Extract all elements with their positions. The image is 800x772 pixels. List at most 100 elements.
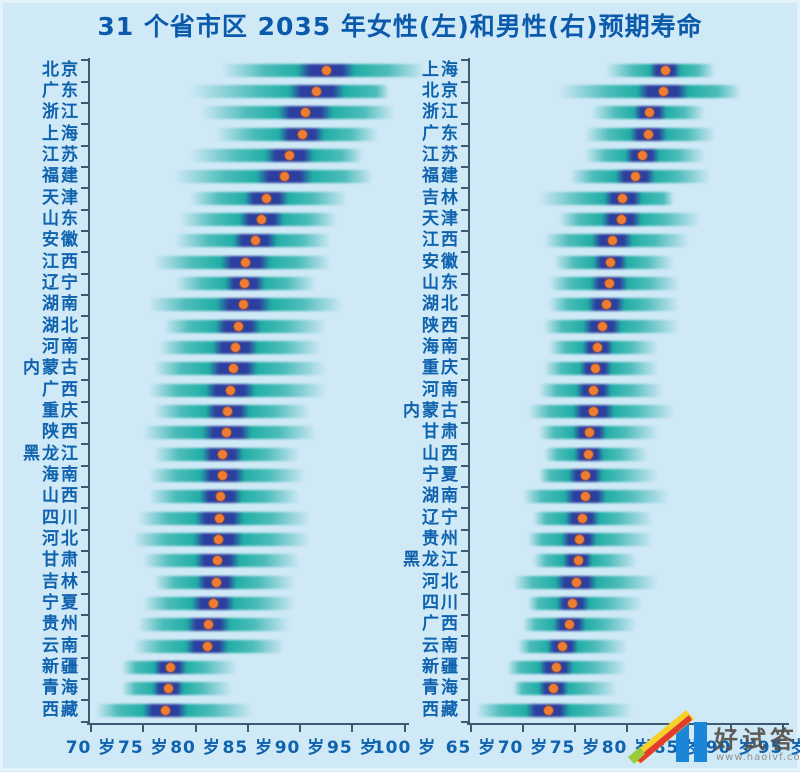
density-bar — [528, 596, 643, 610]
x-tick-label: 95 岁 — [757, 738, 800, 758]
density-bar — [190, 84, 389, 98]
density-bar — [549, 298, 679, 312]
y-tick — [461, 614, 468, 616]
density-bar — [512, 575, 659, 589]
province-label: 海南 — [42, 464, 80, 485]
y-tick — [81, 571, 88, 574]
median-dot — [203, 620, 213, 630]
watermark-feather-icon — [628, 710, 694, 764]
province-label: 江西 — [422, 230, 460, 251]
province-label: 北京 — [422, 80, 460, 101]
y-tick — [461, 592, 468, 595]
density-bar — [216, 127, 379, 141]
y-tick — [461, 550, 468, 552]
x-tick — [574, 723, 577, 732]
x-tick-label: 90 岁 — [274, 738, 326, 758]
x-tick — [194, 723, 197, 732]
y-tick — [461, 166, 468, 168]
y-tick — [81, 678, 88, 680]
x-tick-label: 90 岁 — [705, 738, 757, 758]
province-label: 山东 — [42, 208, 80, 229]
density-bar — [138, 618, 290, 632]
y-tick — [81, 123, 88, 126]
density-bar — [606, 63, 716, 77]
density-bar — [543, 447, 648, 461]
median-dot — [593, 342, 603, 352]
y-tick — [461, 635, 468, 638]
median-dot — [211, 577, 221, 587]
x-tick-label: 75 岁 — [549, 738, 601, 758]
province-label: 浙江 — [422, 102, 460, 123]
median-dot — [568, 598, 578, 608]
density-bar — [533, 554, 638, 568]
median-dot — [240, 278, 250, 288]
y-tick — [461, 699, 468, 702]
median-dot — [580, 492, 590, 502]
y-tick — [81, 400, 88, 403]
y-tick — [81, 550, 88, 552]
province-label: 湖南 — [422, 486, 460, 507]
density-bar — [122, 682, 232, 696]
median-dot — [644, 129, 654, 139]
province-label: 山东 — [422, 272, 460, 293]
province-label: 青海 — [422, 678, 460, 699]
province-label: 福建 — [42, 166, 80, 187]
province-label: 内蒙古 — [403, 400, 460, 421]
province-label: 河南 — [42, 336, 80, 357]
province-label: 江苏 — [42, 144, 80, 165]
watermark-bar-icon — [694, 722, 707, 762]
province-label: 黑龙江 — [403, 550, 460, 571]
y-tick — [81, 720, 88, 723]
province-label: 四川 — [422, 592, 460, 613]
province-label: 天津 — [42, 187, 80, 208]
province-label: 陕西 — [42, 422, 80, 443]
province-label: 宁夏 — [422, 464, 460, 485]
y-tick — [81, 315, 88, 318]
median-dot — [239, 300, 249, 310]
median-dot — [607, 236, 617, 246]
x-tick — [299, 723, 302, 732]
y-tick — [81, 699, 88, 702]
y-tick — [81, 166, 88, 168]
median-dot — [223, 406, 233, 416]
median-dot — [571, 577, 581, 587]
y-tick — [461, 507, 468, 510]
province-label: 吉林 — [42, 571, 80, 592]
density-bar — [153, 575, 295, 589]
y-tick — [81, 251, 88, 254]
y-tick — [81, 358, 88, 360]
y-tick — [81, 187, 88, 190]
density-bar — [190, 148, 363, 162]
x-tick-label: 85 岁 — [222, 738, 274, 758]
y-tick — [461, 464, 468, 467]
density-bar — [476, 703, 633, 717]
density-bar — [523, 618, 638, 632]
median-dot — [233, 321, 243, 331]
province-label: 安徽 — [42, 230, 80, 251]
province-label: 北京 — [42, 59, 80, 80]
province-label: 云南 — [42, 635, 80, 656]
median-dot — [658, 86, 668, 96]
x-tick — [522, 723, 525, 732]
density-bar — [549, 276, 679, 290]
province-label: 四川 — [42, 507, 80, 528]
median-dot — [216, 492, 226, 502]
x-tick — [730, 723, 733, 732]
province-label: 天津 — [422, 208, 460, 229]
density-bar — [538, 426, 659, 440]
watermark-url: www.haoivf.com — [716, 752, 800, 763]
median-dot — [218, 449, 228, 459]
density-bar — [543, 319, 679, 333]
watermark-bar-icon — [676, 722, 689, 762]
y-tick — [461, 678, 468, 680]
y-tick — [81, 208, 88, 211]
median-dot — [321, 65, 331, 75]
province-label: 海南 — [422, 336, 460, 357]
y-axis — [88, 58, 91, 725]
x-tick — [470, 723, 473, 732]
watermark-logo: 好试答 www.haoivf.com — [628, 694, 800, 768]
y-tick — [81, 614, 88, 616]
y-tick — [81, 80, 88, 83]
y-tick — [81, 507, 88, 510]
